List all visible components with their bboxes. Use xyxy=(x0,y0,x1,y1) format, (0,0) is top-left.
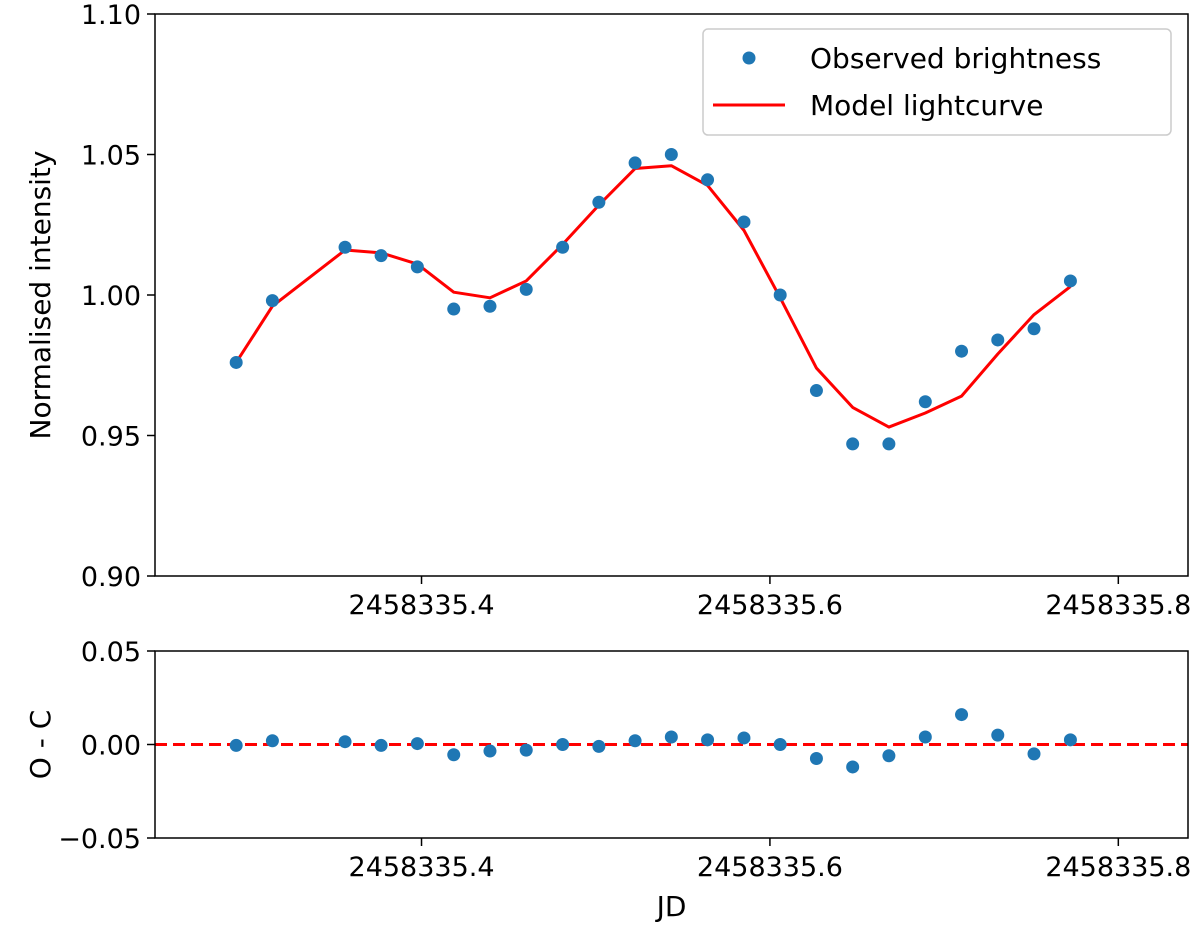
residual-point-16 xyxy=(846,760,860,774)
observed-point-15 xyxy=(809,384,823,398)
x-tick-label: 2458335.4 xyxy=(349,852,495,883)
residual-point-22 xyxy=(1063,733,1077,747)
residual-point-11 xyxy=(664,730,678,744)
observed-point-14 xyxy=(773,288,787,302)
x-tick-label: 2458335.6 xyxy=(697,590,843,621)
model-lightcurve-line xyxy=(234,164,1072,429)
x-tick-label: 2458335.8 xyxy=(1045,852,1191,883)
residual-point-8 xyxy=(556,738,570,751)
residual-point-15 xyxy=(809,752,823,766)
observed-point-13 xyxy=(737,215,751,229)
residual-point-18 xyxy=(918,730,932,744)
observed-point-0 xyxy=(229,355,243,369)
y-tick-label: 0.00 xyxy=(81,731,141,762)
observed-point-4 xyxy=(410,260,424,274)
observed-point-10 xyxy=(628,156,642,170)
y-tick-label: −0.05 xyxy=(58,824,141,855)
residual-point-7 xyxy=(519,743,533,757)
y-tick-label: 1.00 xyxy=(81,281,141,312)
residual-point-5 xyxy=(447,748,461,762)
observed-point-22 xyxy=(1063,274,1077,288)
residual-point-14 xyxy=(773,738,787,751)
residual-point-1 xyxy=(265,734,279,748)
y-tick-label: 1.10 xyxy=(81,0,141,31)
residual-point-4 xyxy=(410,737,424,751)
observed-point-9 xyxy=(592,195,606,209)
observed-point-5 xyxy=(447,302,461,316)
observed-point-3 xyxy=(374,249,388,263)
observed-point-2 xyxy=(338,240,352,254)
y-axis-label: Normalised intensity xyxy=(24,151,57,440)
observed-point-20 xyxy=(991,333,1005,347)
y-tick-label: 0.05 xyxy=(81,637,141,668)
residual-point-20 xyxy=(991,728,1005,742)
residual-point-17 xyxy=(882,749,896,763)
residual-point-19 xyxy=(955,708,969,722)
observed-point-18 xyxy=(918,395,932,409)
y-tick-label: 0.90 xyxy=(81,562,141,593)
main-panel: 2458335.4 2458335.6 2458335.8 0.90 0.95 1.00 1… xyxy=(24,0,1191,621)
x-tick-label: 2458335.6 xyxy=(697,852,843,883)
residual-point-0 xyxy=(229,738,243,752)
observed-point-12 xyxy=(701,173,715,187)
observed-point-21 xyxy=(1027,322,1041,336)
legend-marker-observed xyxy=(742,51,756,65)
x-axis-label: JD xyxy=(655,890,687,923)
x-tick-label: 2458335.4 xyxy=(349,590,495,621)
residual-point-12 xyxy=(701,733,715,747)
legend-label: Model lightcurve xyxy=(810,89,1043,122)
observed-point-11 xyxy=(664,148,678,161)
residual-point-2 xyxy=(338,735,352,749)
observed-point-19 xyxy=(955,344,969,358)
residual-point-13 xyxy=(737,731,751,745)
residual-point-9 xyxy=(592,739,606,753)
legend-box xyxy=(702,28,1172,136)
observed-point-7 xyxy=(519,282,533,296)
observed-point-8 xyxy=(556,240,570,254)
observed-point-1 xyxy=(265,294,279,308)
legend-label: Observed brightness xyxy=(810,42,1101,75)
observed-point-16 xyxy=(846,437,860,451)
residual-point-21 xyxy=(1027,747,1041,761)
x-tick-label: 2458335.8 xyxy=(1045,590,1191,621)
y-tick-label: 0.95 xyxy=(81,422,141,453)
observed-point-17 xyxy=(882,437,896,451)
residual-point-6 xyxy=(483,744,497,758)
residual-point-3 xyxy=(374,738,388,752)
y-axis-label: O - C xyxy=(24,710,57,780)
y-tick-label: 1.05 xyxy=(81,141,141,172)
observed-point-6 xyxy=(483,299,497,313)
residual-point-10 xyxy=(628,734,642,748)
residuals-panel: 2458335.4 2458335.6 2458335.8 −0.05 0.00 0.05… xyxy=(24,637,1191,923)
legend: Observed brightness Model lightcurve xyxy=(702,28,1172,136)
